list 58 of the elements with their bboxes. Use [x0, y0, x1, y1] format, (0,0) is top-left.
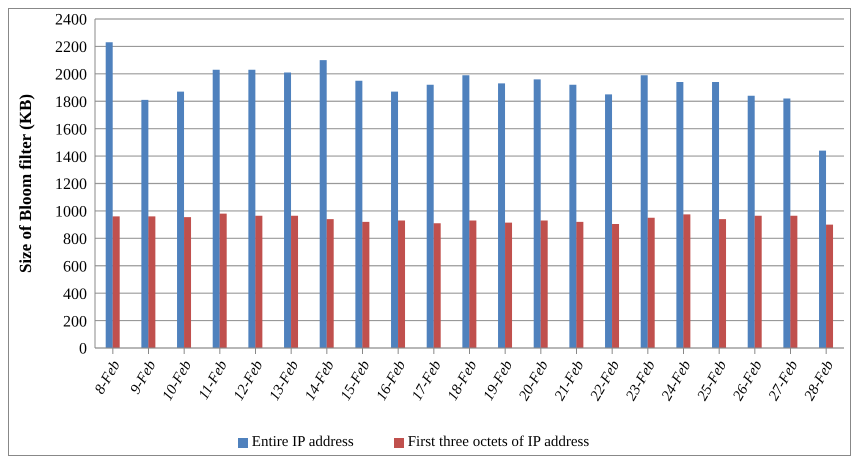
y-axis-title: Size of Bloom filter (KB) [16, 94, 36, 274]
bar [748, 96, 755, 348]
bar [398, 220, 406, 348]
bar [640, 75, 648, 348]
bar [106, 42, 113, 348]
bar [112, 216, 120, 348]
y-tick-label: 600 [63, 258, 87, 276]
bar [498, 83, 506, 348]
legend-label: First three octets of IP address [408, 434, 590, 450]
y-tick-label: 1800 [55, 94, 87, 111]
bar [212, 70, 220, 348]
bar [534, 79, 541, 348]
bar [434, 223, 441, 348]
bar [826, 224, 834, 348]
y-tick-label: 1200 [55, 176, 87, 194]
bar [391, 92, 398, 348]
y-tick-label: 2000 [55, 66, 87, 84]
bar [148, 216, 156, 348]
bar [540, 220, 548, 348]
bar [754, 216, 762, 348]
y-tick-label: 1400 [55, 148, 87, 166]
bar [320, 60, 327, 348]
bar [612, 224, 620, 348]
bar [248, 70, 256, 348]
bar [220, 214, 227, 348]
bar [676, 82, 684, 348]
bar [184, 217, 192, 348]
bar [783, 98, 790, 348]
bar [326, 219, 334, 348]
y-tick-label: 400 [63, 286, 87, 303]
bar [284, 72, 292, 348]
bar [426, 84, 434, 348]
bar [255, 216, 262, 348]
bar [719, 219, 726, 348]
bar [683, 214, 690, 348]
y-tick-label: 2200 [55, 39, 87, 56]
y-tick-label: 2400 [55, 12, 87, 29]
bar [469, 220, 476, 348]
y-tick-label: 0 [79, 340, 87, 358]
y-tick-label: 1600 [55, 121, 87, 138]
bar [648, 218, 655, 348]
bar [291, 216, 298, 348]
bar [790, 216, 798, 348]
bar [141, 100, 148, 348]
bar [605, 94, 612, 348]
y-tick-label: 800 [63, 231, 87, 248]
bar [355, 80, 362, 348]
bar [569, 84, 576, 348]
bar [819, 150, 826, 348]
bar [462, 75, 470, 348]
bar [712, 82, 720, 348]
bar [576, 222, 584, 348]
y-tick-label: 1000 [55, 204, 87, 221]
y-tick-label: 200 [63, 313, 87, 330]
legend-label: Entire IP address [252, 434, 354, 450]
bar [505, 222, 512, 348]
bar [362, 222, 370, 348]
bar [177, 92, 184, 348]
